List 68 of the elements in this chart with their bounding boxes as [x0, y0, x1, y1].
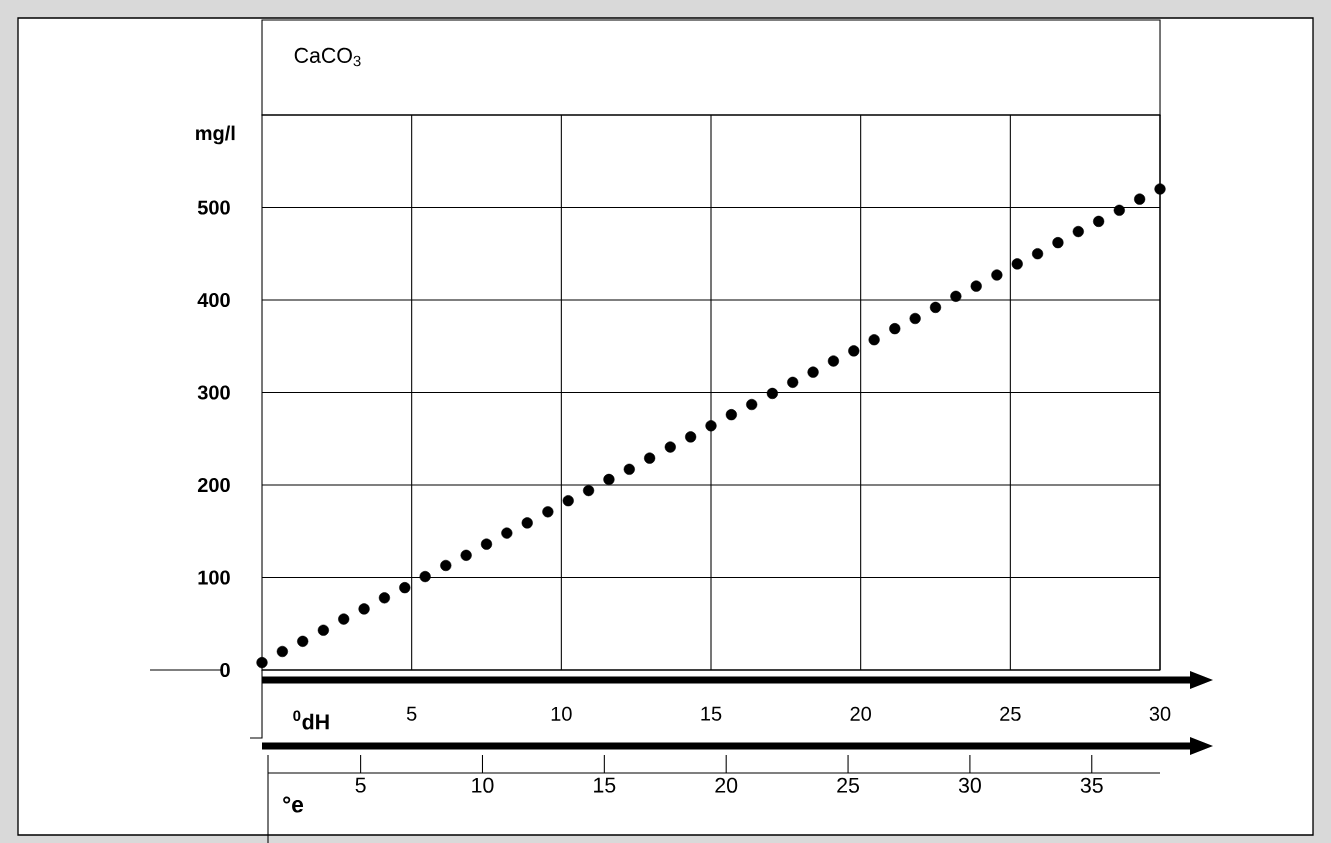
- y-tick-label: 200: [197, 477, 230, 493]
- point: [1031, 248, 1044, 260]
- x-tick-label: 10: [551, 706, 572, 721]
- point: [603, 473, 615, 486]
- point: [1011, 258, 1023, 270]
- point: [929, 301, 942, 314]
- point: [991, 269, 1003, 281]
- point: [501, 527, 513, 539]
- point: [685, 431, 697, 443]
- point: [419, 570, 431, 583]
- point: [460, 549, 472, 561]
- x2-axis-title: °e: [283, 796, 304, 813]
- point: [582, 484, 595, 497]
- point: [521, 517, 533, 529]
- point: [705, 420, 717, 432]
- y-tick-label: 400: [197, 292, 230, 308]
- point: [256, 657, 268, 669]
- point: [338, 613, 350, 625]
- x-tick-label: 25: [1000, 706, 1021, 721]
- point: [848, 345, 860, 357]
- x2-tick-label: 25: [837, 777, 860, 793]
- point: [827, 355, 840, 367]
- point: [1154, 183, 1166, 195]
- x2-tick-label: 20: [715, 777, 738, 793]
- x-tick-label: 30: [1149, 706, 1171, 721]
- point: [1113, 204, 1125, 216]
- point: [787, 376, 799, 388]
- point: [664, 441, 676, 453]
- point: [480, 538, 493, 550]
- point: [725, 409, 737, 421]
- point: [807, 366, 819, 378]
- point: [1134, 193, 1146, 205]
- x2-tick-label: 15: [594, 777, 616, 793]
- chart-title: CaCO$_{3}$: [294, 47, 361, 67]
- point: [746, 398, 758, 411]
- x2-tick-label: 5: [355, 777, 366, 793]
- x-axis-title: $^{0}$dH: [293, 710, 329, 730]
- x-tick-label: 20: [850, 706, 871, 721]
- point: [378, 592, 391, 604]
- point: [276, 645, 288, 658]
- point: [970, 280, 982, 292]
- point: [542, 506, 554, 518]
- point: [1093, 215, 1105, 227]
- y-tick-label: 100: [198, 570, 230, 585]
- y-tick-label: 500: [197, 200, 230, 215]
- point: [766, 387, 778, 400]
- point: [623, 463, 635, 475]
- point: [644, 452, 656, 464]
- point: [868, 334, 880, 346]
- point: [562, 495, 574, 507]
- point: [1072, 225, 1084, 238]
- point: [440, 559, 452, 572]
- point: [358, 603, 370, 615]
- x2-tick-label: 30: [958, 777, 981, 793]
- point: [1052, 237, 1064, 249]
- x2-tick-label: 35: [1080, 777, 1103, 793]
- y-axis-title: mg/l: [196, 125, 235, 145]
- y-tick-label: 0: [220, 662, 230, 678]
- x2-tick-label: 10: [472, 777, 494, 793]
- point: [909, 312, 921, 325]
- x-tick-label: 5: [406, 706, 417, 721]
- x-tick-label: 15: [701, 706, 722, 721]
- y-tick-label: 300: [197, 385, 230, 400]
- point: [297, 635, 309, 647]
- point: [399, 582, 411, 594]
- point: [889, 323, 901, 335]
- point: [950, 290, 962, 302]
- point: [317, 624, 329, 636]
